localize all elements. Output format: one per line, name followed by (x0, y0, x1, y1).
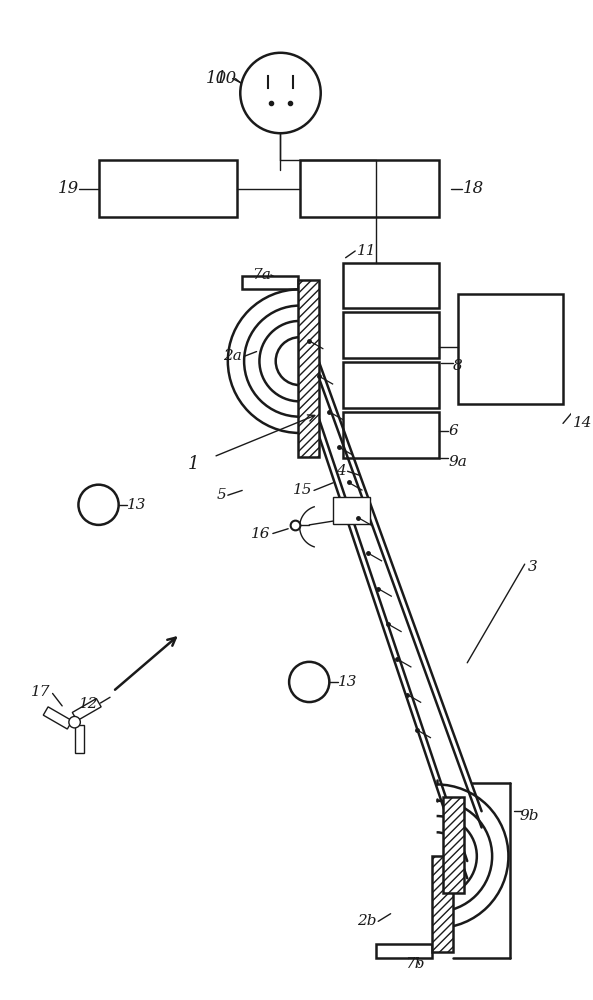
Circle shape (240, 53, 321, 133)
Text: 6: 6 (448, 424, 458, 438)
Bar (299, 160, 438, 217)
Text: 1: 1 (187, 455, 199, 473)
Bar (343, 362, 438, 408)
Bar (242, 276, 298, 289)
Text: 5: 5 (216, 488, 226, 502)
Polygon shape (75, 725, 84, 753)
Text: 8: 8 (453, 359, 463, 373)
Text: 4: 4 (336, 464, 346, 478)
Text: 2a: 2a (224, 349, 242, 363)
Text: 10: 10 (216, 70, 237, 87)
Bar (444, 797, 464, 893)
Bar (298, 280, 319, 457)
Circle shape (69, 716, 80, 728)
Text: 7b: 7b (405, 957, 425, 971)
Text: 18: 18 (463, 180, 484, 197)
Text: 17: 17 (31, 685, 50, 699)
Text: 13: 13 (338, 675, 358, 689)
Text: 16: 16 (251, 527, 271, 541)
Polygon shape (43, 707, 72, 729)
Text: 13: 13 (127, 498, 147, 512)
Bar (377, 944, 432, 958)
Text: 10: 10 (206, 70, 227, 87)
Text: 11: 11 (357, 244, 377, 258)
Text: 3: 3 (528, 560, 537, 574)
Bar (98, 160, 237, 217)
Bar (333, 497, 369, 524)
Bar (343, 263, 438, 308)
Text: 19: 19 (58, 180, 79, 197)
Text: 14: 14 (573, 416, 592, 430)
Circle shape (289, 662, 329, 702)
Text: 2b: 2b (357, 914, 377, 928)
Polygon shape (72, 699, 101, 721)
Text: 15: 15 (292, 483, 312, 497)
Text: 9b: 9b (520, 809, 540, 823)
Bar (343, 312, 438, 358)
Circle shape (78, 485, 119, 525)
Bar (343, 412, 438, 458)
Bar (458, 294, 563, 404)
Bar (432, 856, 453, 952)
Text: 7a: 7a (252, 268, 271, 282)
Text: 12: 12 (79, 697, 98, 711)
Text: 9a: 9a (448, 455, 467, 469)
